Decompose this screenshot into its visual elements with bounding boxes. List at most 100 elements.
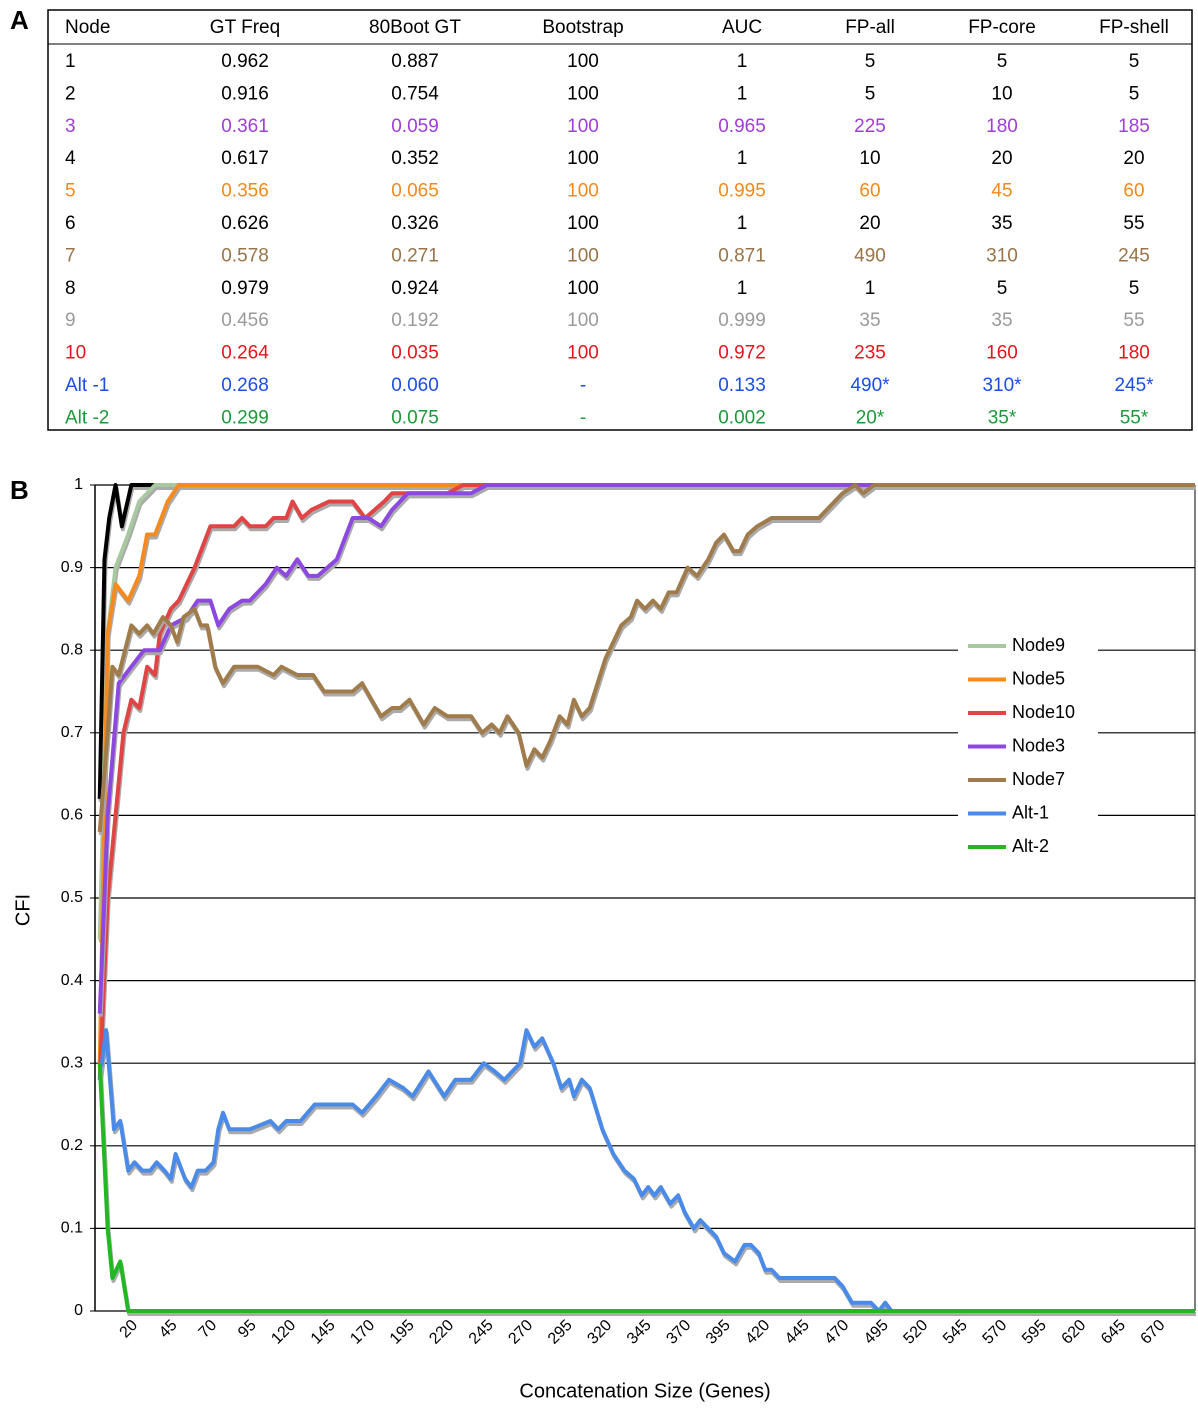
table-cell: 7 bbox=[65, 245, 76, 266]
table-cell: 0.887 bbox=[391, 51, 439, 72]
header-cell: FP-core bbox=[968, 17, 1036, 38]
table-cell: 1 bbox=[737, 83, 748, 104]
x-tick-label: 120 bbox=[268, 1317, 299, 1348]
table-cell: 245 bbox=[1118, 245, 1150, 266]
header-cell: GT Freq bbox=[210, 17, 280, 38]
y-tick-label: 0.8 bbox=[61, 641, 83, 658]
table-cell: 55 bbox=[1123, 310, 1144, 331]
table-cell: 8 bbox=[65, 278, 76, 299]
table-cell: 35* bbox=[988, 407, 1017, 428]
table-cell: 1 bbox=[65, 51, 76, 72]
y-tick-label: 0.9 bbox=[61, 559, 83, 576]
y-tick-label: 0.1 bbox=[61, 1220, 83, 1237]
y-tick-label: 0.7 bbox=[61, 724, 83, 741]
table-cell: 0.356 bbox=[221, 181, 269, 202]
table-cell: 4 bbox=[65, 148, 76, 169]
series-line bbox=[97, 483, 1195, 833]
table-cell: 0.916 bbox=[221, 83, 269, 104]
x-tick-label: 420 bbox=[742, 1317, 773, 1348]
x-tick-label: 370 bbox=[663, 1317, 694, 1348]
table-cell: 1 bbox=[737, 278, 748, 299]
table-cell: 100 bbox=[567, 148, 599, 169]
table-cell: 0.035 bbox=[391, 343, 439, 364]
series-line bbox=[97, 1028, 1195, 1313]
table-cell: 0.924 bbox=[391, 278, 439, 299]
table-cell: - bbox=[580, 375, 586, 396]
table-cell: 160 bbox=[986, 343, 1018, 364]
header-cell: Node bbox=[65, 17, 110, 38]
table-cell: 0.965 bbox=[718, 116, 766, 137]
legend-label: Node7 bbox=[1012, 769, 1065, 789]
table-cell: 0.133 bbox=[718, 375, 766, 396]
table-cell: 60 bbox=[859, 181, 880, 202]
table-cell: 20 bbox=[859, 213, 880, 234]
x-tick-label: 470 bbox=[821, 1317, 852, 1348]
table-cell: 0.264 bbox=[221, 343, 269, 364]
x-tick-label: 645 bbox=[1098, 1317, 1129, 1348]
table-cell: 35 bbox=[859, 310, 880, 331]
table-cell: 0.871 bbox=[718, 245, 766, 266]
legend-label: Node3 bbox=[1012, 735, 1065, 755]
y-tick-label: 1 bbox=[74, 476, 83, 493]
table-cell: 10 bbox=[991, 83, 1012, 104]
table-cell: 5 bbox=[997, 51, 1008, 72]
x-tick-label: 270 bbox=[505, 1317, 536, 1348]
x-tick-label: 70 bbox=[196, 1317, 221, 1342]
legend-label: Node9 bbox=[1012, 635, 1065, 655]
table-cell: 0.268 bbox=[221, 375, 269, 396]
table-cell: 100 bbox=[567, 310, 599, 331]
table-cell: 0.979 bbox=[221, 278, 269, 299]
header-cell: FP-shell bbox=[1099, 17, 1169, 38]
x-tick-label: 620 bbox=[1059, 1317, 1090, 1348]
table-cell: 100 bbox=[567, 51, 599, 72]
table-cell: 180 bbox=[1118, 343, 1150, 364]
table-cell: 0.754 bbox=[391, 83, 439, 104]
table-cell: 0.962 bbox=[221, 51, 269, 72]
header-cell: AUC bbox=[722, 17, 762, 38]
table-cell: 100 bbox=[567, 181, 599, 202]
table-cell: 0.326 bbox=[391, 213, 439, 234]
table-cell: 10 bbox=[859, 148, 880, 169]
table-cell: 5 bbox=[865, 51, 876, 72]
table-cell: 1 bbox=[737, 148, 748, 169]
x-tick-label: 170 bbox=[347, 1317, 378, 1348]
table-cell: 5 bbox=[865, 83, 876, 104]
table-cell: 20* bbox=[856, 407, 885, 428]
y-tick-label: 0.2 bbox=[61, 1137, 83, 1154]
y-tick-label: 0.4 bbox=[61, 972, 83, 989]
y-tick-label: 0.3 bbox=[61, 1054, 83, 1071]
table-cell: 35 bbox=[991, 310, 1012, 331]
legend-box bbox=[958, 630, 1098, 875]
x-tick-label: 45 bbox=[156, 1317, 181, 1342]
table-cell: 100 bbox=[567, 343, 599, 364]
table-cell: 185 bbox=[1118, 116, 1150, 137]
panel-label: A bbox=[10, 5, 29, 35]
series-line bbox=[97, 483, 1195, 1014]
table-cell: 0.617 bbox=[221, 148, 269, 169]
legend-label: Node10 bbox=[1012, 702, 1075, 722]
table-cell: 1 bbox=[737, 51, 748, 72]
table-cell: 2 bbox=[65, 83, 76, 104]
x-tick-label: 220 bbox=[426, 1317, 457, 1348]
x-tick-label: 320 bbox=[584, 1317, 615, 1348]
series-line bbox=[97, 483, 1195, 1064]
y-tick-label: 0 bbox=[74, 1302, 83, 1319]
table-cell: 1 bbox=[737, 213, 748, 234]
x-tick-label: 245 bbox=[466, 1317, 497, 1348]
header-cell: FP-all bbox=[845, 17, 895, 38]
series-line bbox=[97, 1063, 1195, 1313]
table-cell: 0.192 bbox=[391, 310, 439, 331]
table-cell: 100 bbox=[567, 213, 599, 234]
x-tick-label: 195 bbox=[387, 1317, 418, 1348]
table-cell: 5 bbox=[997, 278, 1008, 299]
x-tick-label: 20 bbox=[117, 1317, 142, 1342]
y-axis-title: CFI bbox=[12, 894, 34, 926]
table-cell: Alt -2 bbox=[65, 407, 109, 428]
table-cell: 245* bbox=[1114, 375, 1154, 396]
table-cell: 310* bbox=[982, 375, 1022, 396]
table-cell: 10 bbox=[65, 343, 86, 364]
table-cell: 0.456 bbox=[221, 310, 269, 331]
x-tick-label: 570 bbox=[980, 1317, 1011, 1348]
table-cell: Alt -1 bbox=[65, 375, 109, 396]
